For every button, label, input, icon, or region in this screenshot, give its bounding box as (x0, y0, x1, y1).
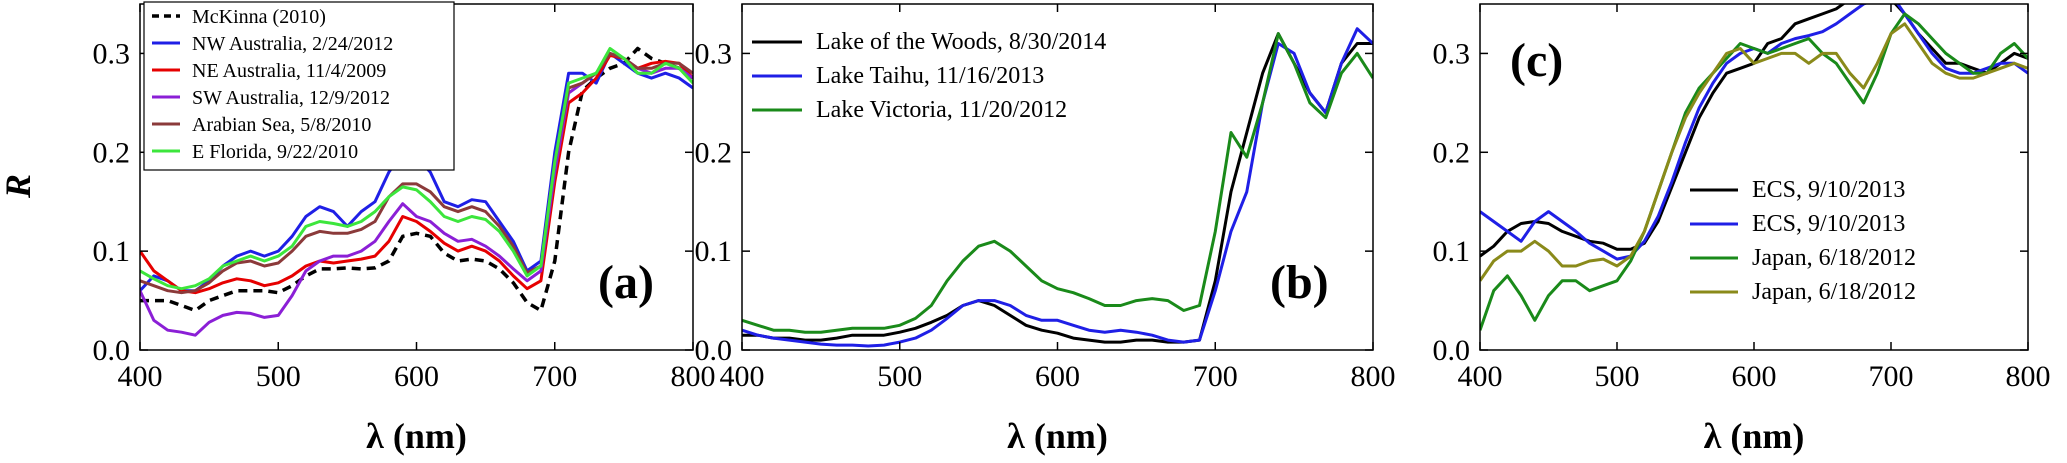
x-tick-label: 500 (256, 360, 301, 393)
y-tick-label: 0.0 (93, 334, 131, 367)
legend-entry: Arabian Sea, 5/8/2010 (192, 114, 371, 136)
y-tick-label: 0.3 (93, 37, 131, 70)
chart-panel-0: 400 500 600 700 800 0.0 0.1 0.2 0.3 λ (nm) R (a) McK… (0, 1, 716, 456)
y-tick-label: 0.1 (93, 235, 131, 268)
legend: ECS, 9/10/2013 ECS, 9/10/2013 Japan, 6/18/… (1690, 177, 1916, 305)
legend-entry: Lake Victoria, 11/20/2012 (816, 97, 1067, 123)
x-tick-label: 600 (394, 360, 439, 393)
chart-panel-1: 400 500 600 700 800 0.0 0.1 0.2 0.3 λ (nm) (b) Lake… (695, 3, 1396, 456)
y-tick-label: 0.1 (1433, 235, 1471, 268)
y-axis-title: R (0, 174, 38, 199)
x-tick-label: 700 (1193, 360, 1238, 393)
panel-label: (b) (1270, 256, 1329, 309)
x-tick-label: 400 (118, 360, 163, 393)
x-tick-label: 600 (1035, 360, 1080, 393)
legend-entry: ECS, 9/10/2013 (1752, 211, 1905, 237)
y-tick-label: 0.0 (1433, 334, 1471, 367)
legend-entry: Japan, 6/18/2012 (1752, 245, 1916, 271)
x-tick-label: 400 (1458, 360, 1503, 393)
chart-panel-2: 400 500 600 700 800 0.0 0.1 0.2 0.3 λ (nm) (c) ECS,… (1433, 3, 2051, 456)
panel-label: (a) (598, 256, 654, 309)
legend-entry: McKinna (2010) (192, 6, 326, 28)
y-tick-label: 0.3 (1433, 37, 1471, 70)
legend-box (143, 1, 455, 171)
legend-entry: Lake Taihu, 11/16/2013 (816, 63, 1044, 89)
x-tick-label: 500 (877, 360, 922, 393)
x-tick-label: 500 (1595, 360, 1640, 393)
x-tick-label: 800 (1351, 360, 1396, 393)
x-tick-label: 800 (2006, 360, 2051, 393)
legend: McKinna (2010) NW Australia, 2/24/2012 NE … (143, 1, 455, 171)
legend-entry: NE Australia, 11/4/2009 (192, 60, 386, 82)
series-line-1-0 (742, 32, 1373, 344)
series-line-2-3 (1480, 22, 2028, 282)
x-axis-title: λ (nm) (1704, 416, 1805, 456)
panel-label: (c) (1510, 34, 1563, 87)
legend-entry: Lake of the Woods, 8/30/2014 (816, 29, 1106, 55)
legend-entry: ECS, 9/10/2013 (1752, 177, 1905, 203)
legend-entry: Japan, 6/18/2012 (1752, 279, 1916, 305)
x-tick-label: 700 (1869, 360, 1914, 393)
x-tick-label: 800 (671, 360, 716, 393)
series-line-2-2 (1480, 12, 2028, 331)
y-tick-label: 0.2 (695, 136, 733, 169)
y-tick-label: 0.2 (93, 136, 131, 169)
y-tick-label: 0.1 (695, 235, 733, 268)
y-tick-label: 0.0 (695, 334, 733, 367)
legend-entry: E Florida, 9/22/2010 (192, 141, 358, 163)
legend-entry: NW Australia, 2/24/2012 (192, 33, 393, 55)
legend-entry: SW Australia, 12/9/2012 (192, 87, 390, 109)
x-tick-label: 600 (1732, 360, 1777, 393)
series-line-0-2 (140, 53, 693, 295)
x-axis-title: λ (nm) (366, 416, 467, 456)
x-axis-title: λ (nm) (1007, 416, 1108, 456)
y-tick-label: 0.3 (695, 37, 733, 70)
series-line-1-2 (742, 32, 1373, 334)
legend: Lake of the Woods, 8/30/2014 Lake Taihu, … (752, 29, 1106, 123)
y-tick-label: 0.2 (1433, 136, 1471, 169)
series-line-0-5 (140, 47, 693, 291)
x-tick-label: 400 (720, 360, 765, 393)
x-tick-label: 700 (532, 360, 577, 393)
